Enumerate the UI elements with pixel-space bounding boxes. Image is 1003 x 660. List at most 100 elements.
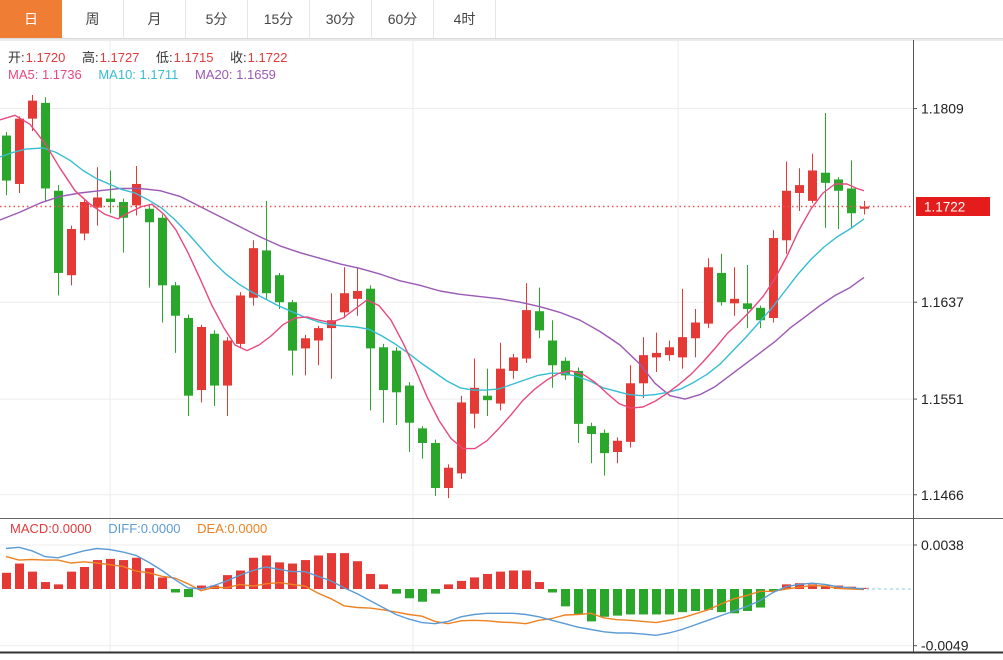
candle-body [483, 395, 492, 401]
macd-hist-bar [314, 555, 323, 589]
macd-legend: MACD:0.0000 DIFF:0.0000 DEA:0.0000 [10, 521, 280, 536]
candle-body [782, 190, 791, 241]
macd-hist-bar [171, 589, 180, 593]
candle-body [509, 357, 518, 371]
tab-timeframe-6[interactable]: 60分 [372, 0, 434, 38]
macd-hist-bar [730, 589, 739, 614]
candle-body [41, 102, 50, 189]
tab-timeframe-3[interactable]: 5分 [186, 0, 248, 38]
macd-hist-bar [860, 587, 869, 589]
candle-body [301, 338, 310, 349]
close-label: 收: [230, 50, 247, 65]
macd-hist-bar [15, 563, 24, 589]
candle-body [379, 347, 388, 391]
macd-hist-bar [93, 560, 102, 589]
low-value: 1.1715 [173, 50, 214, 65]
open-label: 开: [8, 50, 25, 65]
high-value: 1.1727 [99, 50, 140, 65]
macd-hist-bar [587, 589, 596, 622]
candle-body [795, 185, 804, 193]
candle-body [145, 208, 154, 223]
tab-timeframe-7[interactable]: 4时 [434, 0, 496, 38]
macd-hist-bar [119, 560, 128, 589]
candle-body [171, 285, 180, 316]
macd-hist-bar [600, 589, 609, 617]
macd-hist-bar [353, 561, 362, 589]
macd-tick-label: -0.0049 [921, 638, 969, 654]
macd-hist-bar [769, 589, 778, 592]
macd-hist-bar [41, 582, 50, 589]
high-label: 高: [82, 50, 99, 65]
diff-value: DIFF:0.0000 [108, 521, 181, 536]
macd-hist-bar [145, 568, 154, 589]
candle-body [288, 302, 297, 351]
macd-hist-bar [379, 584, 388, 589]
candle-body [860, 206, 869, 209]
macd-hist-bar [223, 575, 232, 589]
candle-body [535, 311, 544, 331]
macd-hist-bar [431, 589, 440, 594]
candle-body [275, 275, 284, 303]
tab-timeframe-2[interactable]: 月 [124, 0, 186, 38]
macd-hist-bar [288, 563, 297, 589]
candle-body [197, 326, 206, 391]
open-value: 1.1720 [25, 50, 66, 65]
macd-tick-label: 0.0038 [921, 537, 964, 553]
macd-hist-bar [418, 589, 427, 602]
current-price-badge [916, 197, 990, 216]
candle-body [67, 229, 76, 276]
macd-hist-bar [28, 571, 37, 589]
candle-body [28, 100, 37, 119]
dea-value: DEA:0.0000 [197, 521, 268, 536]
candle-body [106, 198, 115, 202]
macd-hist-bar [613, 589, 622, 616]
candle-body [847, 188, 856, 214]
ma20-line [0, 187, 865, 400]
ma20-value: MA20: 1.1659 [194, 67, 276, 82]
ma5-value: MA5: 1.1736 [8, 67, 82, 82]
candle-body [366, 288, 375, 349]
tab-timeframe-5[interactable]: 30分 [310, 0, 372, 38]
macd-hist-bar [392, 589, 401, 594]
macd-hist-bar [652, 589, 661, 615]
tab-timeframe-1[interactable]: 周 [62, 0, 124, 38]
macd-hist-bar [106, 558, 115, 589]
candle-body [730, 298, 739, 304]
macd-hist-bar [496, 571, 505, 589]
macd-hist-bar [444, 584, 453, 589]
candle-body [392, 350, 401, 393]
macd-hist-bar [639, 589, 648, 615]
macd-hist-bar [821, 585, 830, 589]
candle-body [314, 328, 323, 341]
candle-body [834, 179, 843, 191]
price-tick-label: 1.1551 [921, 391, 964, 407]
macd-hist-bar [548, 589, 557, 593]
candle-body [210, 333, 219, 386]
macd-hist-bar [158, 577, 167, 589]
candle-body [54, 190, 63, 273]
candle-body [704, 267, 713, 324]
price-tick-label: 1.1637 [921, 294, 964, 310]
tab-timeframe-4[interactable]: 15分 [248, 0, 310, 38]
close-value: 1.1722 [247, 50, 288, 65]
macd-hist-bar [275, 562, 284, 589]
macd-hist-bar [756, 589, 765, 608]
current-price-badge-label: 1.1722 [924, 200, 965, 215]
candle-body [340, 293, 349, 313]
macd-hist-bar [327, 553, 336, 589]
candle-body [756, 307, 765, 321]
candle-body [808, 170, 817, 201]
macd-hist-bar [197, 585, 206, 589]
macd-hist-bar [184, 589, 193, 598]
macd-hist-bar [561, 589, 570, 607]
macd-hist-bar [67, 571, 76, 589]
macd-hist-bar [535, 582, 544, 589]
tab-timeframe-0[interactable]: 日 [0, 0, 62, 38]
macd-hist-bar [80, 567, 89, 589]
candle-body [444, 467, 453, 489]
candle-body [587, 426, 596, 434]
macd-hist-bar [262, 555, 271, 589]
